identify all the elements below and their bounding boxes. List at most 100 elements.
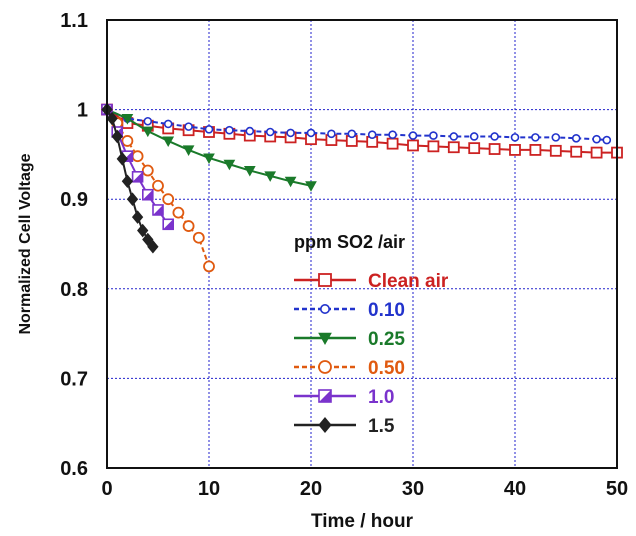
data-point [367,130,377,139]
y-tick-label: 0.6 [60,458,88,480]
data-point [531,133,540,142]
legend-marker [319,303,330,314]
data-point [141,164,154,177]
data-point [327,129,336,139]
legend-marker [318,360,332,374]
y-tick-label: 0.7 [60,368,88,390]
data-point [152,179,164,192]
legend-label: 0.25 [368,329,405,350]
legend-label: Clean air [368,271,449,292]
data-point [447,141,460,154]
legend-title: ppm SO2 /air [294,232,405,252]
data-point [306,128,316,138]
x-tick-label: 30 [402,478,424,500]
data-point [142,232,154,247]
data-point [245,126,255,136]
legend-marker [318,332,332,346]
legend-entry: 0.50 [294,358,405,379]
data-point [264,171,277,182]
data-point [192,231,205,244]
data-point [286,128,295,138]
legend-entry: 1.5 [294,416,395,437]
legend-entry: 0.10 [294,300,405,321]
series-1 [101,103,623,159]
data-point [223,159,236,171]
series-line [106,109,154,248]
legend-entry: 1.0 [294,387,394,408]
data-point [602,135,612,145]
data-point [121,174,134,189]
y-tick-label: 1 [77,100,88,122]
x-tick-label: 50 [606,478,628,500]
data-point [408,131,418,140]
x-tick-label: 20 [300,478,322,500]
data-point [429,131,438,140]
legend-entry: 0.25 [294,329,405,350]
data-point [184,122,193,131]
data-point [509,144,521,156]
data-point [162,193,175,206]
series-6 [101,102,159,254]
tick-labels: 0 10 20 30 40 50 0.6 0.7 0.8 0.9 1 1.1 [60,10,628,500]
data-point [203,260,215,273]
data-point [126,192,139,206]
data-point [469,132,479,141]
data-point [111,129,123,144]
x-tick-label: 40 [504,478,526,500]
data-point [137,223,149,238]
data-point [427,140,440,153]
data-point [172,206,185,219]
legend-label: 1.0 [368,387,394,408]
data-point [142,188,154,201]
data-point [551,133,561,142]
data-point [570,145,583,158]
data-point [488,143,501,155]
series-layer [101,102,623,273]
series-3 [101,105,317,192]
data-point [163,119,173,129]
y-tick-label: 0.8 [60,279,88,301]
data-point [182,220,195,232]
data-point [143,116,153,126]
data-point [571,133,581,143]
legend-entry: Clean air [294,271,449,292]
data-point [449,132,459,141]
data-point [182,145,195,156]
legend-label: 0.10 [368,300,405,321]
data-point [141,126,154,138]
data-point [490,132,499,141]
data-point [106,111,118,126]
legend-label: 1.5 [368,416,395,437]
data-point [131,150,144,163]
data-point [388,130,397,139]
data-point [549,144,562,157]
y-tick-label: 1.1 [60,10,88,32]
data-point [147,239,159,254]
legend-marker [318,273,332,287]
x-axis-label: Time / hour [311,511,414,532]
data-point [203,153,215,165]
legend: ppm SO2 /air Clean air 0.10 0.25 0.50 1.0 1.5 [294,232,449,437]
data-point [510,133,520,142]
x-tick-label: 10 [198,478,220,500]
data-point [284,176,297,188]
x-tick-label: 0 [101,478,112,500]
data-point [152,204,164,216]
data-point [305,181,317,192]
y-axis-label: Normalized Cell Voltage [17,153,34,334]
data-point [116,152,128,166]
data-point [131,210,144,224]
data-point [162,218,174,231]
data-point [407,139,419,152]
data-point [225,125,234,135]
data-point [386,137,399,150]
data-point [529,144,542,156]
grid-lines [107,20,617,468]
data-point [121,135,134,147]
data-point [121,114,134,125]
data-point [131,171,144,183]
y-tick-label: 0.9 [60,189,88,211]
legend-label: 0.50 [368,358,405,379]
data-point [468,142,481,155]
